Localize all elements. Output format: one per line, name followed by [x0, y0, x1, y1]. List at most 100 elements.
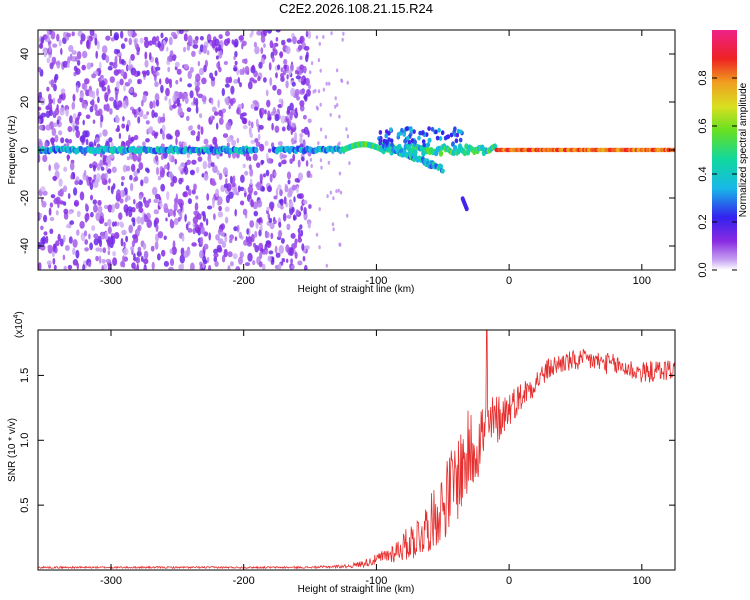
heatmap-noise-blob [165, 87, 170, 97]
heatmap-halo-cell [421, 130, 425, 135]
heatmap-noise-blob [104, 222, 108, 227]
heatmap-noise-blob [121, 176, 125, 181]
heatmap-noise-blob [218, 66, 222, 73]
heatmap-noise-blob [299, 136, 303, 144]
heatmap-noise-blob [42, 47, 48, 55]
heatmap-noise-blob [221, 241, 227, 248]
heatmap-noise-blob [254, 230, 258, 238]
heatmap-noise-blob [273, 219, 277, 224]
heatmap-noise-blob [299, 100, 305, 107]
heatmap-noise-blob [39, 213, 43, 219]
heatmap-noise-blob [183, 250, 189, 258]
heatmap-noise-blob [168, 171, 173, 178]
heatmap-noise-blob [53, 83, 57, 92]
heatmap-noise-blob [259, 251, 263, 259]
heatmap-noise-blob [75, 68, 81, 75]
heatmap-noise-blob [191, 242, 197, 247]
heatmap-noise-blob [292, 153, 296, 162]
heatmap-noise-blob [275, 252, 281, 258]
heatmap-noise-blob [121, 229, 127, 236]
heatmap-noise-blob [48, 93, 52, 101]
heatmap-noise-blob [107, 226, 112, 234]
heatmap-noise-blob [346, 134, 350, 139]
heatmap-noise-blob [46, 30, 50, 37]
heatmap-noise-blob [334, 104, 337, 109]
heatmap-noise-blob [75, 129, 80, 139]
heatmap-noise-blob [173, 209, 176, 218]
heatmap-noise-blob [95, 255, 99, 262]
heatmap-noise-blob [211, 181, 217, 186]
heatmap-noise-blob [262, 263, 266, 270]
heatmap-noise-blob [159, 128, 163, 135]
heatmap-noise-blob [240, 174, 245, 183]
heatmap-noise-blob [133, 134, 139, 141]
heatmap-noise-blob [281, 154, 287, 159]
heatmap-noise-blob [122, 103, 126, 108]
heatmap-noise-blob [123, 204, 129, 213]
heatmap-noise-blob [266, 206, 270, 212]
heatmap-noise-blob [175, 137, 178, 146]
heatmap-noise-blob [94, 104, 98, 112]
heatmap-noise-blob [271, 257, 275, 263]
heatmap-noise-blob [242, 163, 246, 168]
heatmap-noise-blob [107, 266, 111, 270]
heatmap-noise-blob [112, 221, 115, 227]
heatmap-noise-blob [104, 231, 109, 241]
heatmap-noise-blob [140, 216, 145, 225]
heatmap-noise-blob [265, 89, 269, 97]
heatmap-noise-blob [237, 185, 241, 193]
heatmap-noise-blob [203, 243, 209, 250]
heatmap-noise-blob [86, 62, 92, 70]
heatmap-noise-blob [136, 70, 141, 76]
heatmap-noise-blob [315, 232, 319, 237]
heatmap-noise-blob [194, 223, 198, 229]
heatmap-noise-blob [62, 60, 69, 68]
heatmap-noise-blob [47, 102, 53, 110]
heatmap-noise-blob [127, 64, 132, 71]
heatmap-noise-blob [291, 81, 296, 87]
y-tick-label: -20 [19, 190, 31, 206]
heatmap-noise-blob [317, 58, 321, 63]
snr-frame [37, 329, 676, 571]
heatmap-y-axis-label: Frequency (Hz) [7, 116, 18, 185]
heatmap-noise-blob [103, 104, 107, 111]
heatmap-noise-blob [307, 221, 311, 229]
heatmap-noise-blob [281, 258, 286, 263]
heatmap-noise-blob [183, 46, 186, 53]
heatmap-noise-blob [42, 154, 48, 163]
heatmap-noise-blob [82, 130, 88, 138]
heatmap-noise-blob [223, 248, 228, 258]
heatmap-noise-blob [130, 136, 135, 142]
heatmap-noise-blob [79, 191, 85, 201]
heatmap-noise-blob [53, 75, 57, 84]
heatmap-noise-blob [304, 264, 308, 270]
heatmap-noise-blob [265, 169, 270, 177]
heatmap-noise-blob [177, 198, 183, 203]
heatmap-noise-blob [267, 110, 271, 119]
heatmap-noise-blob [143, 258, 149, 265]
heatmap-noise-blob [115, 80, 120, 90]
heatmap-noise-blob [40, 97, 46, 106]
heatmap-noise-blob [229, 175, 233, 184]
heatmap-noise-blob [118, 132, 122, 139]
heatmap-noise-blob [233, 79, 239, 84]
heatmap-noise-blob [289, 247, 294, 257]
heatmap-noise-blob [45, 235, 49, 244]
heatmap-noise-blob [52, 251, 55, 258]
heatmap-noise-blob [221, 254, 226, 263]
heatmap-noise-blob [45, 124, 51, 131]
heatmap-noise-blob [108, 178, 111, 184]
heatmap-noise-blob [206, 193, 210, 201]
heatmap-noise-blob [143, 266, 148, 270]
heatmap-noise-blob [96, 87, 99, 97]
heatmap-noise-blob [62, 185, 68, 193]
heatmap-noise-blob [228, 104, 231, 110]
heatmap-noise-blob [289, 63, 294, 72]
heatmap-noise-blob [49, 228, 54, 235]
heatmap-noise-blob [330, 31, 333, 36]
heatmap-noise-blob [161, 249, 166, 257]
heatmap-noise-blob [75, 85, 79, 93]
heatmap-noise-blob [109, 61, 114, 66]
heatmap-noise-blob [123, 85, 126, 92]
x-tick-label: 100 [633, 575, 651, 587]
